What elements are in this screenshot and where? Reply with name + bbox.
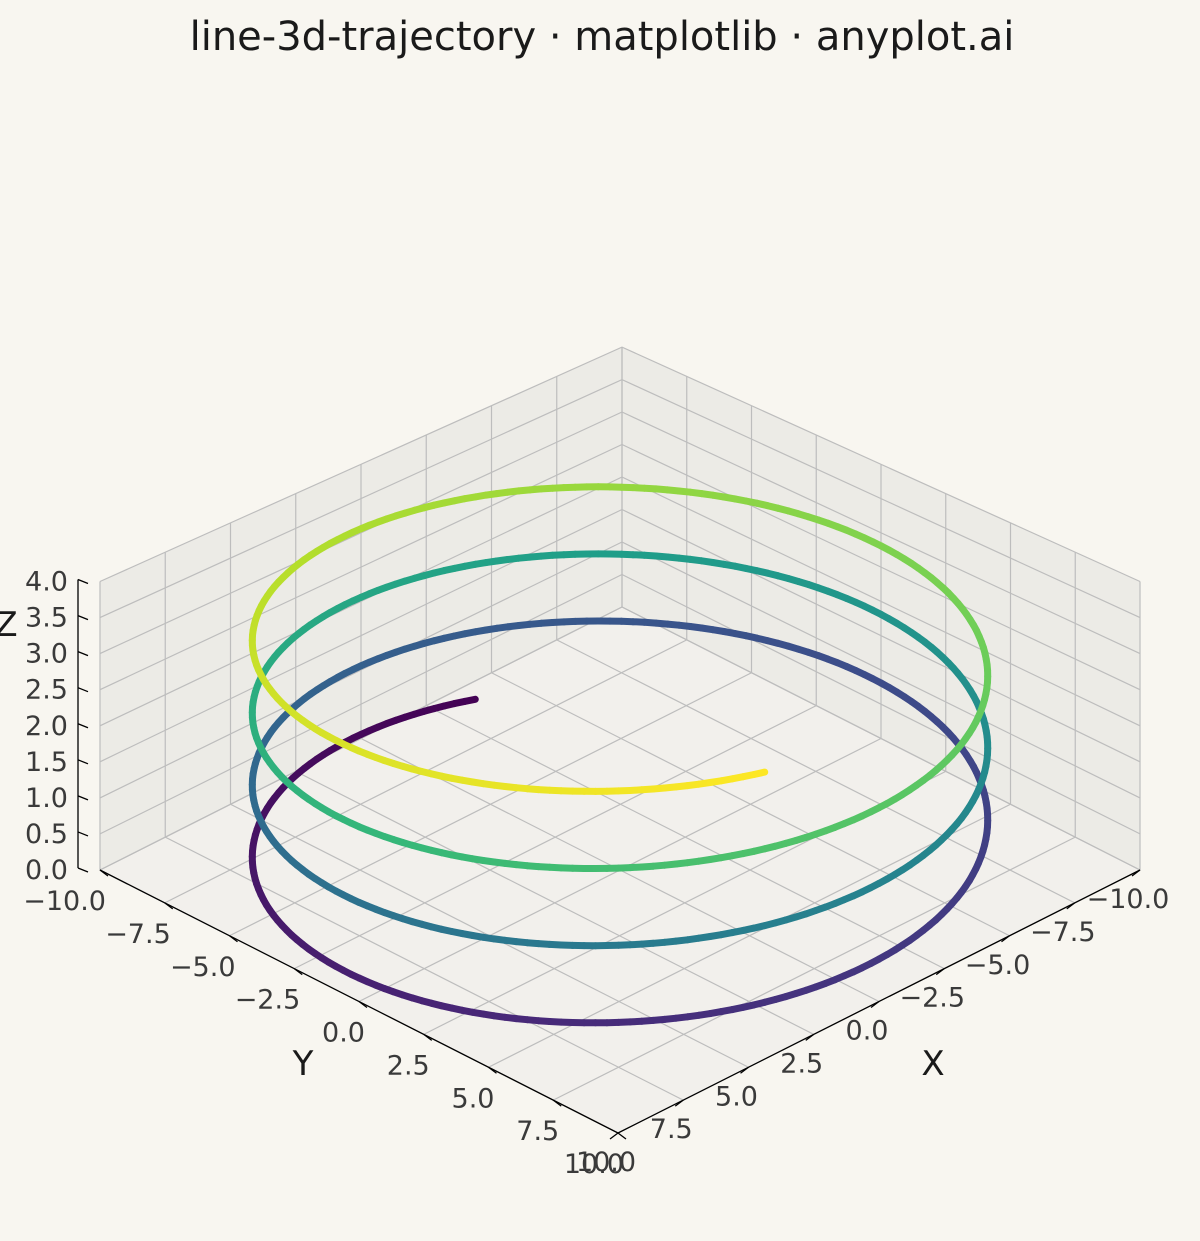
y-tick bbox=[358, 1000, 368, 1009]
y-tick-label: 0.0 bbox=[322, 1018, 365, 1049]
y-tick-label: 10.0 bbox=[564, 1149, 624, 1180]
z-tick bbox=[77, 759, 89, 765]
z-tick-label: 3.0 bbox=[25, 639, 68, 670]
y-tick bbox=[164, 902, 174, 910]
y-tick bbox=[423, 1033, 433, 1041]
x-tick bbox=[740, 1066, 749, 1074]
y-tick bbox=[99, 869, 109, 877]
z-tick bbox=[77, 831, 89, 837]
gridline bbox=[99, 508, 1141, 763]
x-tick-label: −5.0 bbox=[965, 950, 1031, 981]
x-tick-label: −7.5 bbox=[1030, 917, 1096, 948]
gridline bbox=[99, 378, 1141, 619]
x-tick-label: 2.5 bbox=[780, 1048, 823, 1079]
y-tick bbox=[229, 935, 238, 943]
z-tick bbox=[77, 795, 89, 801]
z-tick-label: 4.0 bbox=[25, 567, 68, 598]
y-tick bbox=[293, 968, 303, 976]
x-tick-label: 5.0 bbox=[715, 1081, 758, 1112]
y-tick-label: 7.5 bbox=[516, 1116, 559, 1147]
x-tick-label: 10.0 bbox=[576, 1147, 636, 1178]
gridline bbox=[99, 541, 1141, 799]
z-tick bbox=[77, 723, 89, 729]
z-tick-label: 2.0 bbox=[25, 711, 68, 742]
gridline bbox=[99, 606, 1141, 871]
y-tick-label: −2.5 bbox=[235, 985, 301, 1016]
x-tick bbox=[805, 1033, 815, 1041]
x-tick bbox=[870, 1000, 880, 1009]
tick-labels: −10.0−10.0−7.5−7.5−5.0−5.0−2.5−2.50.00.0… bbox=[23, 567, 1169, 1180]
trajectory-line bbox=[248, 483, 992, 1027]
y-tick bbox=[488, 1066, 497, 1074]
z-tick-label: 1.0 bbox=[25, 783, 68, 814]
y-tick-label: −10.0 bbox=[23, 886, 106, 917]
gridline bbox=[99, 476, 1141, 727]
trajectory-segment bbox=[750, 768, 769, 778]
z-tick bbox=[77, 867, 89, 873]
gridline bbox=[99, 573, 1141, 835]
chart-title: line-3d-trajectory · matplotlib · anyplo… bbox=[190, 14, 1015, 60]
gridline bbox=[552, 836, 1076, 1101]
gridline bbox=[164, 836, 684, 1101]
y-tick-label: −7.5 bbox=[105, 919, 171, 950]
x-tick-label: 0.0 bbox=[846, 1016, 889, 1047]
y-tick-label: 5.0 bbox=[452, 1083, 495, 1114]
z-tick-label: 1.5 bbox=[25, 747, 68, 778]
gridline bbox=[295, 770, 815, 1035]
y-tick-label: 2.5 bbox=[387, 1050, 430, 1081]
y-tick-label: −5.0 bbox=[170, 952, 236, 983]
x-tick-label: −10.0 bbox=[1087, 884, 1170, 915]
x-tick bbox=[609, 1132, 619, 1140]
y-tick bbox=[617, 1132, 627, 1140]
z-tick-label: 0.5 bbox=[25, 819, 68, 850]
gridline bbox=[99, 411, 1141, 655]
z-tick bbox=[77, 687, 89, 693]
gridline bbox=[99, 346, 1141, 583]
z-tick bbox=[77, 614, 89, 621]
x-tick bbox=[935, 968, 945, 976]
z-axis-label: Z bbox=[0, 605, 18, 645]
z-tick-label: 0.0 bbox=[25, 855, 68, 886]
x-tick-label: −2.5 bbox=[899, 983, 965, 1014]
y-tick bbox=[552, 1099, 562, 1107]
z-tick-label: 2.5 bbox=[25, 675, 68, 706]
gridline bbox=[99, 443, 1141, 691]
x-tick bbox=[674, 1099, 684, 1107]
y-axis-label: Y bbox=[292, 1044, 314, 1084]
z-tick-label: 3.5 bbox=[25, 603, 68, 634]
x-axis-label: X bbox=[921, 1044, 944, 1084]
x-tick bbox=[1131, 869, 1141, 877]
z-tick bbox=[77, 578, 89, 585]
axis-edges bbox=[77, 578, 1141, 1140]
x-tick bbox=[1001, 935, 1010, 943]
x-tick-label: 7.5 bbox=[650, 1114, 693, 1145]
x-tick bbox=[1066, 902, 1076, 910]
z-tick bbox=[77, 651, 89, 657]
